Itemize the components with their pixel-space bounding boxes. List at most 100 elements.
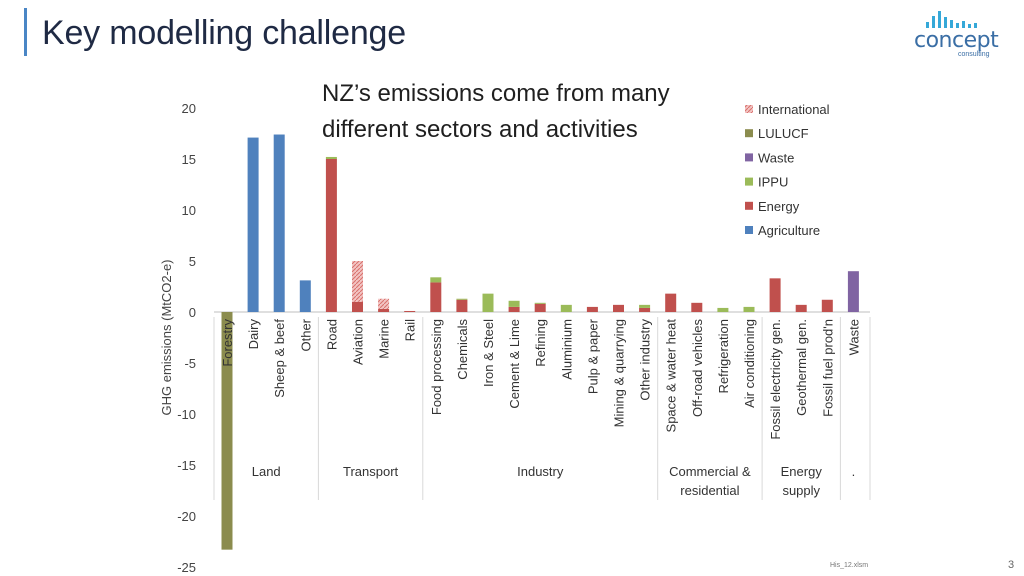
category-label: Fossil electricity gen. <box>768 319 783 440</box>
legend-label: IPPU <box>758 175 788 190</box>
category-label: Chemicals <box>455 319 470 380</box>
legend-label: LULUCF <box>758 126 809 141</box>
category-label: Cement & Lime <box>507 319 522 409</box>
category-label: Waste <box>846 319 861 355</box>
bar-energy <box>613 304 624 312</box>
logo-subtext: consulting <box>958 51 990 58</box>
bar-energy <box>795 304 807 312</box>
group-label: Commercial & <box>669 464 751 479</box>
bar-ippu <box>743 306 755 312</box>
legend-swatch <box>745 105 753 113</box>
logo-wordmark: concept <box>914 28 999 53</box>
category-label: Pulp & paper <box>585 318 600 394</box>
bar-lulucf <box>221 312 233 550</box>
legend-label: International <box>758 102 830 117</box>
bar-ippu <box>430 277 442 283</box>
y-tick-label: 15 <box>182 152 196 167</box>
bar-waste <box>847 271 859 312</box>
bar-energy <box>325 159 337 312</box>
bar-energy <box>430 282 442 312</box>
category-label: Road <box>324 319 339 350</box>
bar-agriculture <box>299 280 311 312</box>
category-label: Iron & Steel <box>481 319 496 387</box>
category-label: Rail <box>403 319 418 342</box>
subtitle-line-2: different sectors and activities <box>322 116 638 143</box>
category-label: Food processing <box>429 319 444 415</box>
group-label: Transport <box>343 464 399 479</box>
bar-agriculture <box>273 134 285 312</box>
y-tick-label: 10 <box>182 203 196 218</box>
slide-subtitle: NZ’s emissions come from many different … <box>322 76 742 148</box>
group-label: Land <box>252 464 281 479</box>
bar-energy <box>534 303 546 312</box>
bar-ippu <box>456 298 468 300</box>
category-label: Sheep & beef <box>272 319 287 398</box>
bar-ippu <box>482 293 494 312</box>
group-label-line2: residential <box>680 483 739 498</box>
legend-swatch <box>745 201 753 210</box>
y-tick-label: 20 <box>182 101 196 116</box>
category-label: Dairy <box>246 319 261 350</box>
bar-energy <box>378 308 390 312</box>
signal-bars-icon <box>926 11 977 28</box>
bar-energy <box>665 293 677 312</box>
bar-energy <box>456 299 468 312</box>
subtitle-line-1: NZ’s emissions come from many <box>322 80 670 107</box>
y-tick-label: -5 <box>184 356 196 371</box>
category-label: Other industry <box>638 319 653 401</box>
category-label: Fossil fuel prod'n <box>820 319 835 417</box>
y-tick-label: 5 <box>189 254 196 269</box>
bar-energy <box>508 306 520 312</box>
category-label: Mining & quarrying <box>612 319 627 427</box>
legend-label: Waste <box>758 150 794 165</box>
bar-ippu <box>325 156 337 159</box>
legend-label: Energy <box>758 199 800 214</box>
category-label: Off-road vehicles <box>690 319 705 418</box>
bar-energy <box>639 307 651 312</box>
group-label-line2: supply <box>782 483 820 498</box>
bar-ippu <box>717 307 729 312</box>
page-number: 3 <box>1008 559 1015 571</box>
category-label: Geothermal gen. <box>794 319 809 416</box>
bar-energy <box>691 302 703 312</box>
bar-international <box>378 298 390 309</box>
category-label: Marine <box>377 319 392 359</box>
bar-international <box>352 261 363 302</box>
y-tick-label: 0 <box>189 305 196 320</box>
category-label: Space & water heat <box>664 319 679 433</box>
legend-swatch <box>745 153 753 162</box>
category-label: Forestry <box>220 319 235 367</box>
y-axis-title: GHG emissions (MtCO2-e) <box>159 259 174 415</box>
y-tick-label: -10 <box>177 407 196 422</box>
bar-energy <box>769 278 781 312</box>
company-logo: concept consulting <box>914 8 1004 60</box>
category-label: Other <box>298 318 313 351</box>
bar-energy <box>821 299 833 312</box>
bar-agriculture <box>247 137 259 312</box>
legend-swatch <box>745 177 753 186</box>
group-label: Industry <box>517 464 564 479</box>
bar-energy <box>404 310 416 312</box>
legend-swatch <box>745 129 753 138</box>
bar-ippu <box>560 304 572 312</box>
title-accent-bar <box>24 8 27 56</box>
y-tick-label: -15 <box>177 458 196 473</box>
group-label: Energy <box>781 464 823 479</box>
bar-energy <box>352 301 363 312</box>
bar-ippu <box>534 302 546 304</box>
slide-title: Key modelling challenge <box>42 14 406 52</box>
group-label: . <box>852 464 856 479</box>
category-label: Refining <box>533 319 548 367</box>
footer-filename: His_12.xlsm <box>830 562 869 569</box>
y-tick-label: -25 <box>177 560 196 575</box>
category-label: Aluminium <box>559 319 574 380</box>
category-label: Aviation <box>351 319 366 365</box>
category-label: Air conditioning <box>742 319 757 408</box>
legend-swatch <box>745 226 753 234</box>
legend-label: Agriculture <box>758 223 820 238</box>
category-label: Refrigeration <box>716 319 731 393</box>
y-tick-label: -20 <box>177 509 196 524</box>
bar-energy <box>586 306 598 312</box>
bar-ippu <box>508 300 520 307</box>
